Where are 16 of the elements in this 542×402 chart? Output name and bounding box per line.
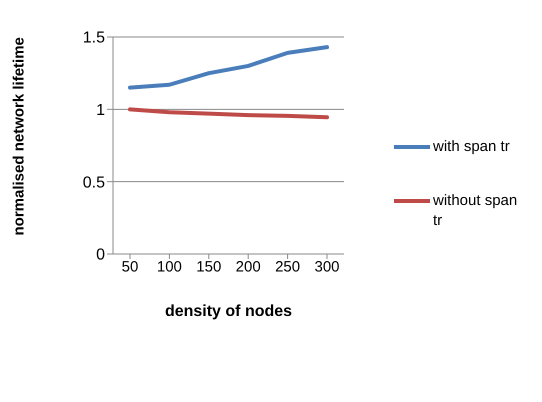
legend-label: without span tr: [433, 191, 518, 231]
y-axis-title: normalised network lifetime: [10, 37, 28, 236]
y-tick-label: 1.5: [82, 30, 106, 47]
line-series: [128, 107, 329, 120]
x-tick-label: 100: [156, 258, 182, 276]
x-tick-label: 200: [236, 258, 261, 276]
y-tick-label: 1: [96, 102, 106, 120]
x-tick-label: 250: [275, 258, 300, 276]
x-axis-title: density of nodes: [164, 303, 292, 320]
line-series: [128, 45, 329, 90]
x-tick-label: 150: [196, 258, 222, 276]
x-tick-label: 50: [122, 258, 138, 276]
y-tick-label: 0: [96, 246, 106, 264]
x-tick-label: 300: [314, 258, 340, 276]
y-tick-label: 0.5: [82, 174, 106, 192]
legend-label: with span tr: [433, 137, 510, 157]
